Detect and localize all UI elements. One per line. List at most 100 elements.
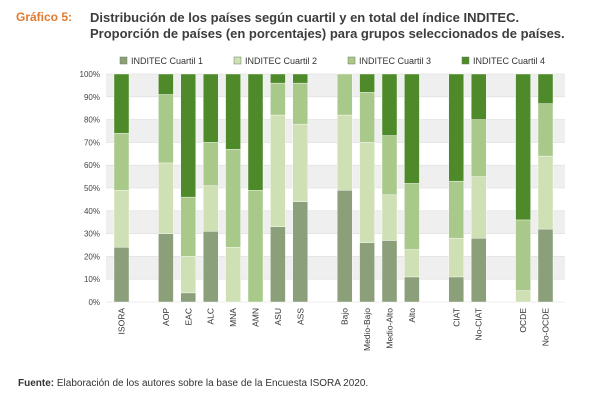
bar-ass-q1 [292,201,308,303]
grid-band [106,119,565,143]
x-tick-label: ASS [295,308,305,325]
x-tick-label: OCDE [518,308,528,333]
x-tick-label: ASU [273,308,283,325]
y-tick-label: 100% [80,70,100,79]
y-tick-label: 10% [84,275,100,284]
bar-medio-bajo-q3 [359,92,375,143]
bar-no-ocde-q1 [537,228,554,303]
x-tick-label: AMN [251,308,261,327]
bar-medio-bajo-q4 [359,73,375,93]
figure-label: Gráfico 5: [16,10,73,24]
grid-band [106,210,565,234]
bar-medio-alto-q2 [381,194,398,241]
stacked-bar-chart: 0% 10% 20% 30% 40% 50% 60% 70% 80% 90% 100% INDITEC… [80,56,565,351]
y-tick-label: 40% [84,207,100,216]
x-tick-label: MNA [228,308,238,327]
x-tick-label: EAC [183,308,193,325]
x-tick-label: Bajo [340,308,350,325]
y-tick-label: 0% [88,298,100,307]
bar-medio-bajo-q2 [359,142,375,243]
bar-ocde-q2 [515,290,531,303]
bar-alc-q2 [202,185,219,232]
bar-alto-q1 [404,276,420,303]
bar-amn-q3 [247,190,264,303]
y-tick-label: 70% [84,138,100,147]
x-tick-label: ALC [206,308,216,325]
bar-ass-q3 [292,82,308,125]
bar-eac-q1 [180,292,197,303]
legend-label: INDITEC Cuartil 4 [473,56,545,66]
bar-no-ocde-q3 [537,103,554,157]
chart-title-line-2: Proporción de países (en porcentajes) pa… [90,26,565,41]
bar-eac-q4 [180,73,197,198]
bar-no-ocde-q2 [537,155,554,230]
bar-eac-q3 [180,196,197,257]
bar-no-ocde-q4 [537,73,554,104]
bar-alto-q4 [404,73,420,184]
bar-mna-q2 [225,247,241,303]
bar-alc-q4 [202,73,219,143]
bar-ass-q2 [292,123,308,202]
bar-asu-q1 [270,226,286,303]
bar-bajo-q3 [337,73,353,116]
bar-bajo-q2 [337,114,353,191]
bar-eac-q2 [180,256,197,294]
grid-band [106,165,565,188]
source-label: Fuente: [18,378,55,389]
y-tick-label: 80% [84,116,100,125]
y-tick-label: 30% [84,230,100,239]
bar-isora-q4 [113,73,130,134]
bar-alto-q2 [404,249,420,278]
bar-ciat-q4 [448,73,464,182]
bar-amn-q4 [247,73,264,191]
legend-label: INDITEC Cuartil 3 [359,56,431,66]
x-tick-label: No-CIAT [474,308,484,340]
bar-mna-q3 [225,149,241,248]
bar-alc-q3 [202,142,219,186]
chart-title-line-1: Distribución de los países según cuartil… [90,10,520,25]
bar-isora-q1 [113,247,130,303]
bar-ass-q4 [292,73,308,84]
y-tick-label: 60% [84,161,100,170]
bar-asu-q3 [270,82,286,116]
legend-swatch [119,56,128,65]
bar-no-ciat-q2 [471,176,487,239]
bar-bajo-q1 [337,190,353,303]
bar-ocde-q3 [515,219,531,291]
bar-alto-q3 [404,183,420,250]
grid-band [106,74,565,97]
legend-swatch [347,56,356,65]
bar-no-ciat-q3 [471,119,487,177]
source-note: Fuente: Elaboración de los autores sobre… [18,378,368,389]
x-tick-label: AOP [161,308,171,326]
bar-isora-q3 [113,133,130,191]
bar-aop-q2 [158,162,174,234]
y-tick-label: 20% [84,252,100,261]
legend-label: INDITEC Cuartil 1 [131,56,203,66]
bar-ciat-q2 [448,237,464,278]
grid-band [106,256,565,280]
legend-label: INDITEC Cuartil 2 [245,56,317,66]
x-tick-label: Medio-Alto [385,308,395,349]
bar-medio-alto-q1 [381,240,398,303]
bar-aop-q1 [158,233,174,303]
bar-asu-q4 [270,73,286,84]
x-tick-label: ISORA [117,308,127,335]
bar-medio-alto-q4 [381,73,398,136]
x-tick-label: Medio-Bajo [362,308,372,351]
source-text: Elaboración de los autores sobre la base… [56,378,369,389]
bar-medio-bajo-q1 [359,242,375,303]
legend-swatch [233,56,242,65]
bar-ocde-q4 [515,73,531,221]
bar-alc-q1 [202,231,219,303]
y-tick-label: 90% [84,93,100,102]
bar-asu-q2 [270,114,286,227]
bar-ciat-q3 [448,180,464,239]
bar-aop-q3 [158,94,174,164]
y-tick-label: 50% [84,184,100,193]
chart-title: Distribución de los países según cuartil… [90,10,590,42]
bar-no-ciat-q1 [471,237,487,303]
bar-isora-q2 [113,190,130,248]
x-tick-label: Alto [407,308,417,323]
legend-swatch [461,56,470,65]
